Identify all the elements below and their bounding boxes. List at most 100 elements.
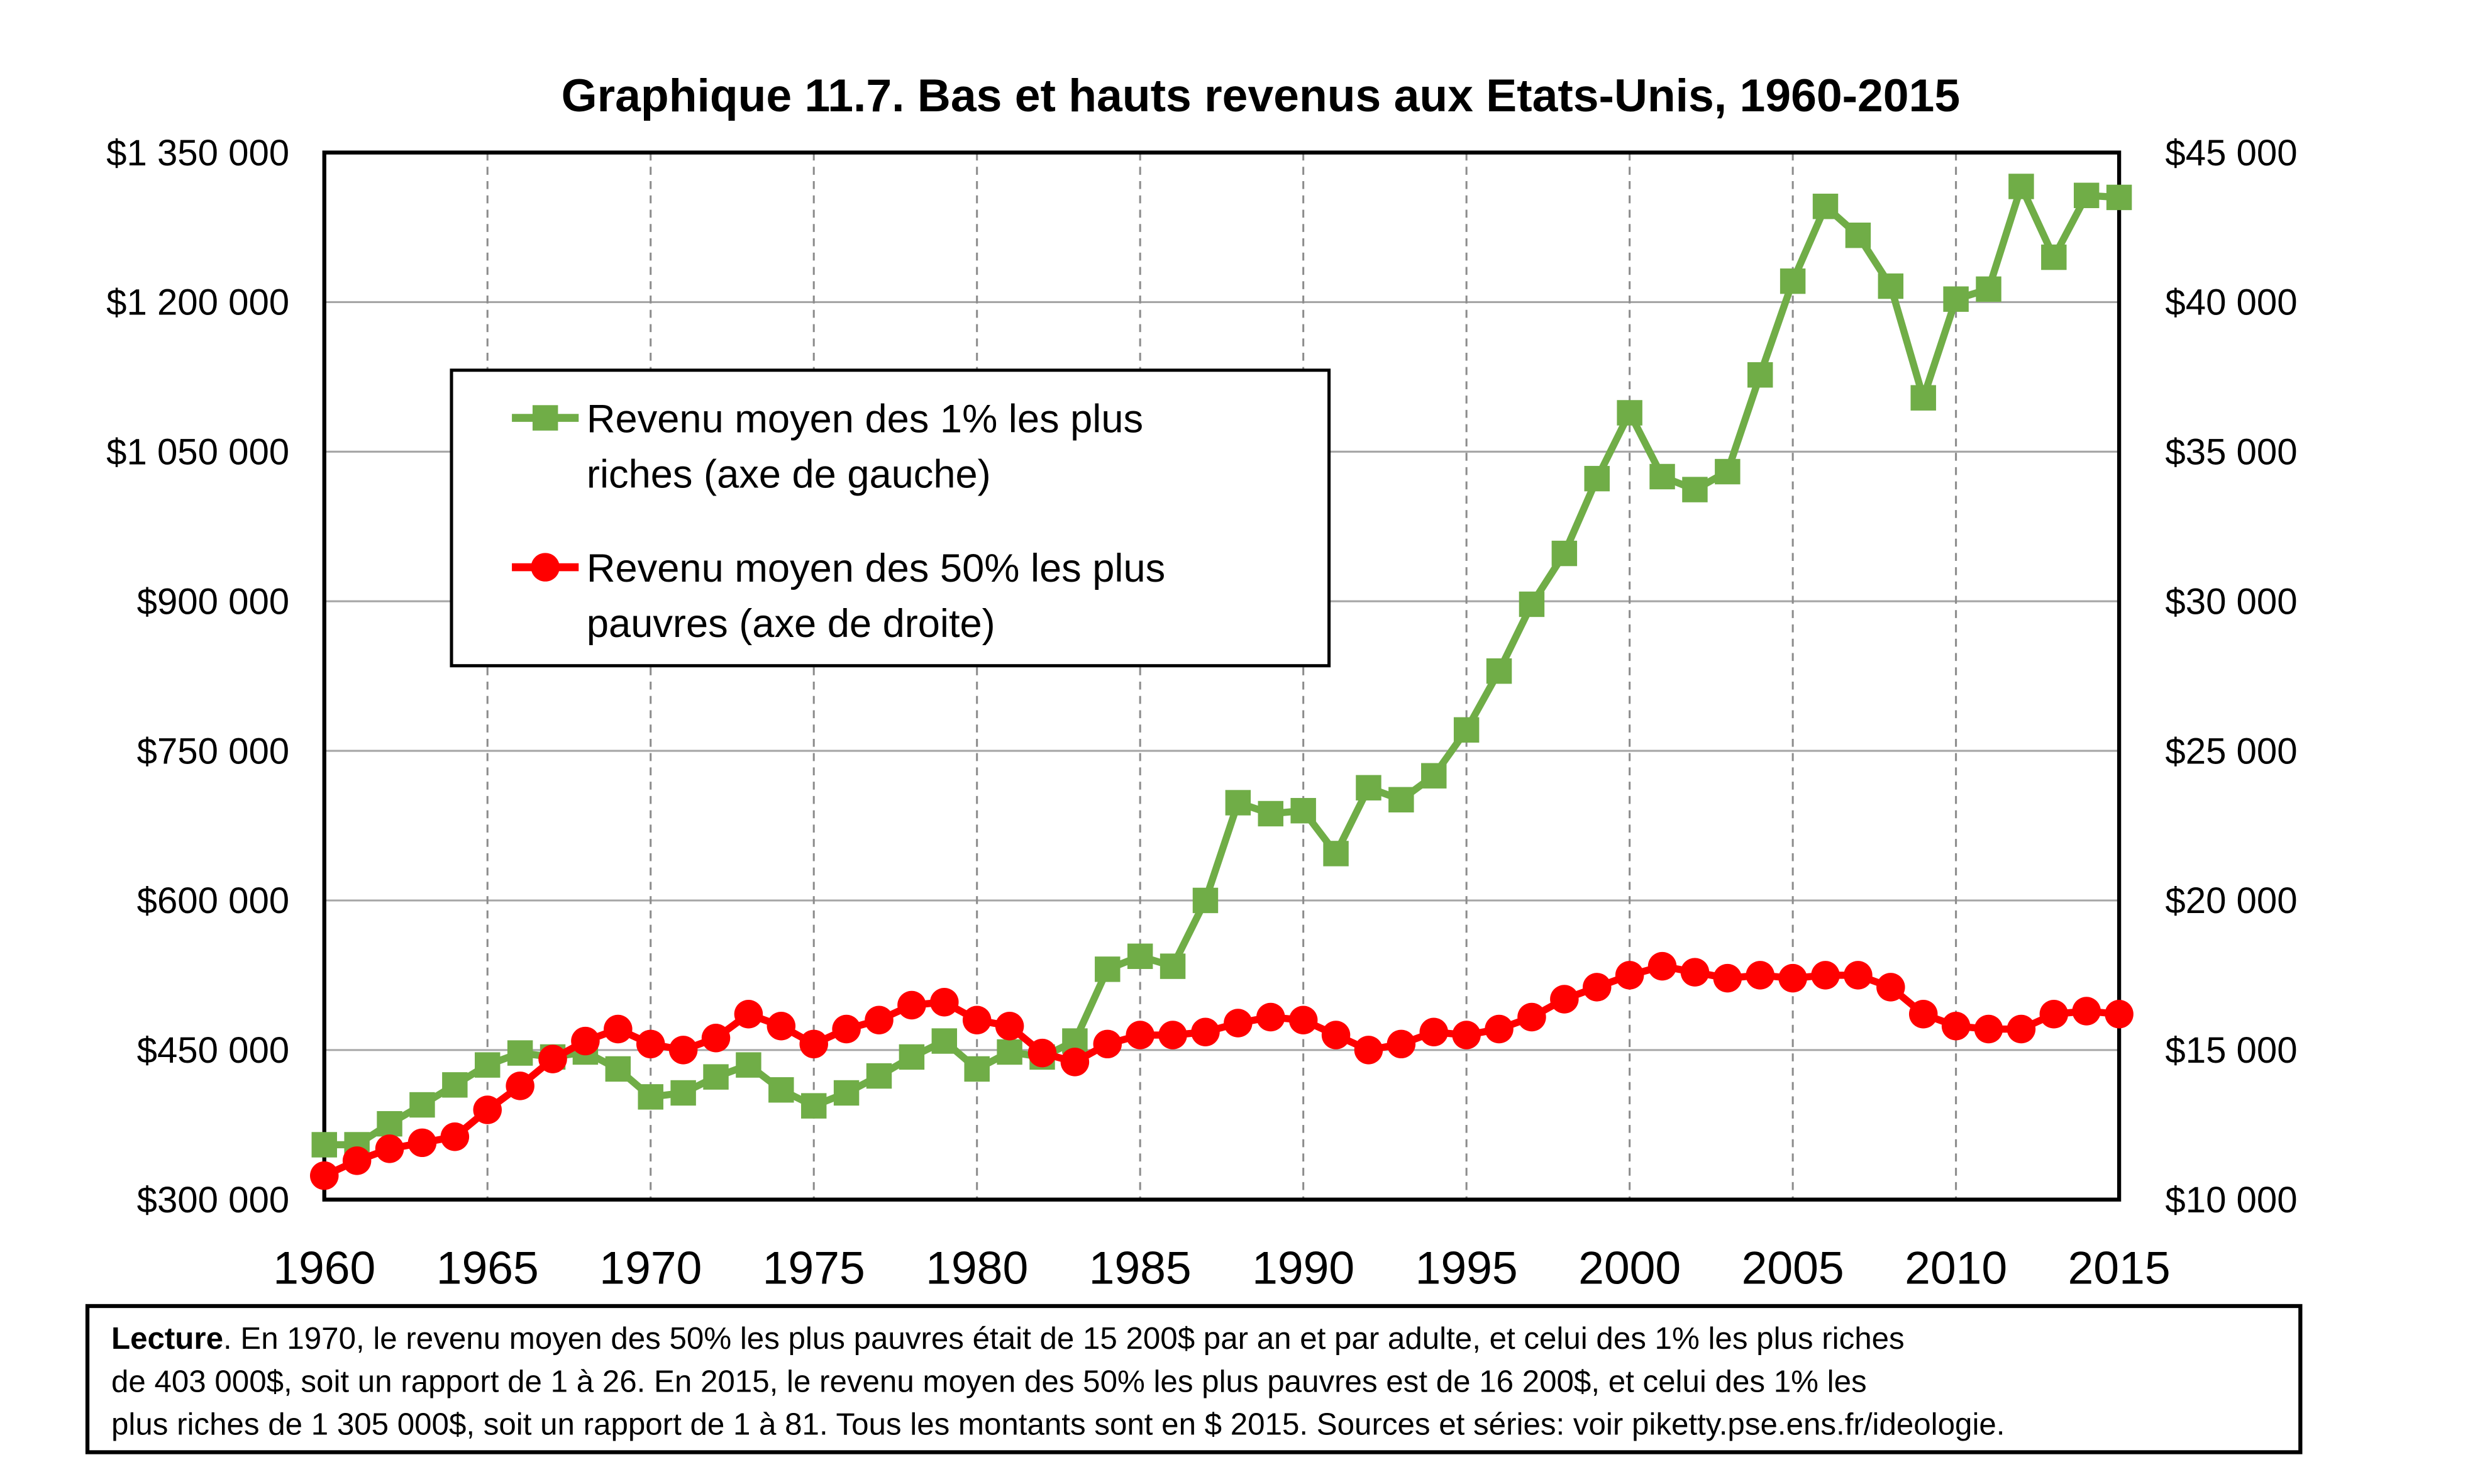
plot-frame [322,150,2122,1202]
y-left-tick-label: $450 000 [137,1030,290,1071]
data-point-square [409,1092,435,1118]
data-point-square [1617,400,1642,426]
data-point-square [1812,193,1839,219]
legend-box [450,368,1331,668]
caption-text: . En 1970, le revenu moyen des 50% les p… [223,1321,1905,1356]
data-point-circle [1321,1021,1351,1049]
data-point-circle [2072,997,2101,1026]
data-point-circle [1517,1002,1546,1032]
data-point-square [931,1028,958,1054]
data-point-square [1780,268,1806,294]
data-point-square [377,1110,402,1137]
caption-label: Lecture [111,1321,223,1356]
data-point-square [703,1064,729,1090]
data-point-circle [1647,951,1677,981]
data-point-square [1290,798,1316,824]
data-point-square [1421,763,1447,789]
data-point-circle [1974,1014,2003,1044]
data-point-square [1878,273,1904,299]
data-point-square [670,1080,696,1106]
data-point-square [1845,222,1871,248]
data-point-square [1192,887,1219,914]
data-point-circle [1060,1048,1090,1077]
x-tick-label: 2010 [1905,1243,2007,1294]
data-point-circle [1288,1005,1318,1034]
data-point-square [1258,800,1283,827]
series-bottom50-poorest [310,951,2134,1190]
series-line [323,962,2120,1179]
x-tick-label: 1965 [436,1243,539,1294]
data-point-square [1682,477,1708,502]
y-left-tick-label: $900 000 [137,581,290,622]
left-axis: $300 000 $450 000 $600 000 $750 000 $900 000… [106,133,289,1221]
data-point-square [1976,276,2001,302]
y-right-tick-label: $40 000 [2165,282,2297,323]
data-point-square [475,1052,501,1078]
caption-line-1: Lecture. En 1970, le revenu moyen des 50… [111,1321,1905,1356]
data-point-circle [930,987,959,1017]
data-point-circle [636,1029,665,1059]
data-point-square [1551,540,1578,567]
data-point-circle [1582,973,1612,1002]
y-right-tick-label: $35 000 [2165,432,2297,473]
data-point-circle [1191,1017,1220,1047]
data-point-square [442,1072,468,1098]
data-point-square [507,1040,533,1066]
x-tick-label: 1985 [1089,1243,1192,1294]
data-point-circle [571,1026,600,1056]
legend: Revenu moyen des 1% les plus riches (axe… [450,368,1331,668]
y-left-tick-label: $1 350 000 [106,133,289,174]
data-point-square [1160,953,1186,979]
data-point-circle [1158,1021,1187,1049]
data-point-square [768,1077,794,1103]
x-tick-label: 1980 [926,1243,1028,1294]
data-point-square [1486,658,1512,684]
data-point-square [1453,717,1480,743]
data-point-circle [1452,1021,1481,1049]
x-tick-label: 1975 [763,1243,865,1294]
data-point-square [736,1052,761,1078]
chart-title: Graphique 11.7. Bas et hauts revenus aux… [562,70,1960,121]
data-point-circle [668,1036,698,1065]
data-point-circle [1811,961,1840,990]
data-point-circle [767,1012,796,1041]
data-point-circle [1908,1000,1938,1029]
data-point-circle [2039,1000,2069,1029]
right-axis: $10 000 $15 000 $20 000 $25 000 $30 000 $35 0… [2165,133,2297,1221]
data-point-circle [1387,1029,1416,1059]
data-point-circle [1256,1002,1285,1032]
data-point-circle [1093,1029,1122,1059]
data-point-square [1910,385,1936,411]
data-point-square [1127,943,1153,969]
legend-square-marker [532,405,558,431]
data-point-square [638,1084,663,1110]
data-point-square [605,1056,631,1082]
data-point-square [866,1063,892,1089]
y-right-tick-label: $45 000 [2165,133,2297,174]
series-top1-richest [311,174,2132,1158]
caption-line-2: de 403 000$, soit un rapport de 1 à 26. … [111,1364,1867,1398]
caption-line-3: plus riches de 1 305 000$, soit un rappo… [111,1407,2005,1442]
x-tick-label: 1995 [1415,1243,1518,1294]
data-point-circle [1680,958,1710,987]
legend-entry-bottom50: Revenu moyen des 50% les plus pauvres (a… [512,546,1165,646]
y-right-tick-label: $10 000 [2165,1180,2297,1221]
data-point-square [1747,362,1773,388]
data-point-square [833,1080,860,1106]
data-point-square [1943,286,1969,312]
data-point-square [1095,956,1121,982]
x-tick-label: 1990 [1252,1243,1354,1294]
data-point-circle [734,1000,763,1029]
data-point-circle [897,990,926,1020]
data-point-circle [832,1014,861,1044]
data-point-square [1519,591,1545,617]
data-point-circle [440,1122,470,1151]
data-point-circle [1778,963,1807,993]
data-point-circle [1485,1014,1514,1044]
data-point-square [800,1093,827,1119]
data-point-square [2008,174,2034,199]
legend-label-line1: Revenu moyen des 50% les plus [587,546,1165,590]
data-point-circle [962,1005,992,1034]
data-point-square [964,1056,990,1082]
data-point-circle [2007,1014,2036,1044]
